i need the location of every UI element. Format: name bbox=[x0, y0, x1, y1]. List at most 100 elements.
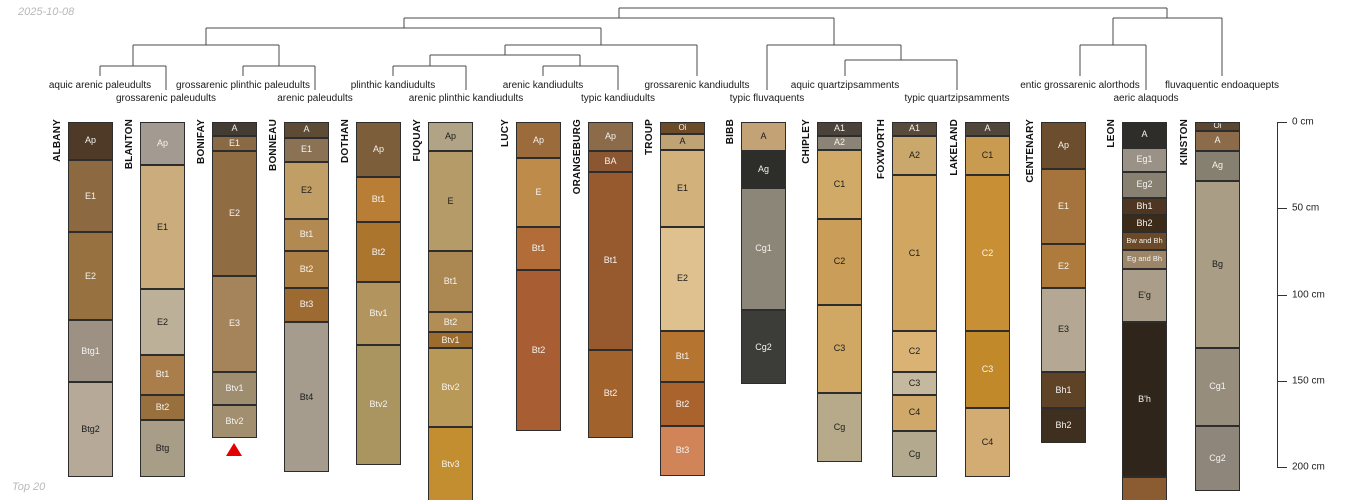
horizon-bt3: Bt3 bbox=[660, 425, 705, 476]
horizon-bt2: Bt2 bbox=[140, 394, 185, 421]
horizon-bt1: Bt1 bbox=[140, 354, 185, 395]
horizon-a: A bbox=[212, 122, 257, 136]
horizon-cg: Cg bbox=[892, 430, 937, 478]
depth-tick bbox=[1277, 294, 1287, 296]
horizon-e: E bbox=[428, 151, 473, 252]
profile-name-bonneau: BONNEAU bbox=[268, 119, 279, 171]
profile-name-lucy: LUCY bbox=[500, 119, 511, 148]
horizon-e2: E2 bbox=[660, 227, 705, 331]
horizon-c1: C1 bbox=[965, 135, 1010, 176]
depth-tick bbox=[1277, 122, 1287, 123]
profile-name-leon: LEON bbox=[1106, 119, 1117, 148]
horizon-bt1: Bt1 bbox=[428, 251, 473, 312]
footer-label: Top 20 bbox=[12, 481, 46, 493]
horizon-bt2: Bt2 bbox=[660, 382, 705, 426]
horizon-e1: E1 bbox=[212, 135, 257, 152]
horizon-ap: Ap bbox=[68, 122, 113, 160]
horizon-e1: E1 bbox=[284, 137, 329, 162]
classification-label: typic kandiudults bbox=[581, 93, 655, 104]
horizon-c1: C1 bbox=[892, 175, 937, 331]
profile-name-dothan: DOTHAN bbox=[340, 119, 351, 163]
horizon-btv2: Btv2 bbox=[428, 347, 473, 428]
depth-tick bbox=[1277, 467, 1287, 468]
horizon-btv2: Btv2 bbox=[212, 404, 257, 438]
horizon-btv1: Btv1 bbox=[428, 332, 473, 348]
depth-tick bbox=[1277, 208, 1287, 210]
depth-tick-label: 100 cm bbox=[1292, 289, 1325, 300]
horizon-a: A bbox=[1195, 130, 1240, 152]
horizon-ag: Ag bbox=[1195, 151, 1240, 181]
horizon-bt1: Bt1 bbox=[588, 172, 633, 350]
horizon-a: A bbox=[965, 122, 1010, 136]
horizon-btv2: Btv2 bbox=[356, 344, 401, 466]
classification-label: typic fluvaquents bbox=[729, 93, 805, 104]
dendrogram bbox=[99, 7, 1223, 90]
horizon-a2: A2 bbox=[892, 135, 937, 176]
classification-label: arenic plinthic kandiudults bbox=[408, 93, 524, 104]
horizon-b-h: B'h bbox=[1122, 322, 1167, 478]
profile-name-bonifay: BONIFAY bbox=[196, 119, 207, 164]
horizon-ap: Ap bbox=[140, 122, 185, 166]
horizon-bh2: Bh2 bbox=[1122, 215, 1167, 233]
horizon-a: A bbox=[284, 122, 329, 138]
horizon-bt2: Bt2 bbox=[588, 349, 633, 438]
horizon-btv1: Btv1 bbox=[212, 372, 257, 405]
profile-name-blanton: BLANTON bbox=[124, 119, 135, 170]
horizon-a1: A1 bbox=[817, 122, 862, 136]
horizon-bh2: Bh2 bbox=[1041, 408, 1086, 443]
horizon-btv1: Btv1 bbox=[356, 282, 401, 345]
horizon-e2: E2 bbox=[68, 232, 113, 321]
horizon-a1: A1 bbox=[892, 122, 937, 136]
horizon-ap: Ap bbox=[588, 122, 633, 152]
horizon-cg2: Cg2 bbox=[1195, 425, 1240, 492]
profile-name-fuquay: FUQUAY bbox=[412, 119, 423, 162]
horizon-c2: C2 bbox=[817, 218, 862, 305]
profile-name-albany: ALBANY bbox=[52, 119, 63, 162]
horizon-bg: Bg bbox=[1195, 180, 1240, 348]
classification-label: grossarenic paleudults bbox=[115, 93, 217, 104]
classification-label: typic quartzipsamments bbox=[904, 93, 1010, 104]
horizon-bt2: Bt2 bbox=[356, 222, 401, 283]
profile-name-chipley: CHIPLEY bbox=[801, 119, 812, 164]
horizon-e2: E2 bbox=[140, 289, 185, 355]
depth-tick-label: 200 cm bbox=[1292, 461, 1325, 473]
horizon-c2: C2 bbox=[965, 175, 1010, 331]
horizon-e: E bbox=[516, 158, 561, 228]
horizon-btv3: Btv3 bbox=[428, 427, 473, 500]
horizon-a2: A2 bbox=[817, 135, 862, 150]
horizon-ap: Ap bbox=[1041, 122, 1086, 169]
horizon-c4: C4 bbox=[965, 408, 1010, 478]
horizon-c2: C2 bbox=[892, 330, 937, 373]
horizon-bt1: Bt1 bbox=[284, 218, 329, 252]
horizon-c3: C3 bbox=[965, 330, 1010, 409]
horizon-bt3: Bt3 bbox=[284, 287, 329, 323]
profile-name-foxworth: FOXWORTH bbox=[876, 119, 887, 179]
classification-label: grossarenic kandiudults bbox=[644, 80, 750, 91]
horizon-btg1: Btg1 bbox=[68, 320, 113, 383]
horizon-ap: Ap bbox=[516, 122, 561, 159]
classification-label: plinthic kandiudults bbox=[350, 80, 436, 91]
horizon-e3: E3 bbox=[212, 275, 257, 373]
classification-label: arenic paleudults bbox=[277, 93, 353, 104]
horizon-bh1: Bh1 bbox=[1122, 197, 1167, 216]
horizon-ba: BA bbox=[588, 151, 633, 172]
triangle-marker bbox=[226, 442, 242, 456]
horizon-oi: Oi bbox=[660, 122, 705, 135]
date-label: 2025-10-08 bbox=[18, 6, 75, 18]
profile-name-troup: TROUP bbox=[644, 119, 655, 155]
horizon-e-g: E'g bbox=[1122, 268, 1167, 323]
profile-name-lakeland: LAKELAND bbox=[949, 119, 960, 176]
horizon-cg1: Cg1 bbox=[741, 187, 786, 311]
horizon-a: A bbox=[1122, 122, 1167, 148]
horizon-e2: E2 bbox=[284, 161, 329, 219]
classification-label: arenic kandiudults bbox=[502, 80, 584, 91]
horizon-e1: E1 bbox=[660, 149, 705, 228]
horizon-a: A bbox=[660, 134, 705, 150]
horizon-e1: E1 bbox=[140, 165, 185, 290]
horizon-eg2: Eg2 bbox=[1122, 172, 1167, 198]
horizon-bt1: Bt1 bbox=[356, 177, 401, 223]
profile-name-centenary: CENTENARY bbox=[1025, 119, 1036, 183]
horizon-bt1: Bt1 bbox=[660, 330, 705, 383]
horizon-bt2: Bt2 bbox=[516, 270, 561, 431]
